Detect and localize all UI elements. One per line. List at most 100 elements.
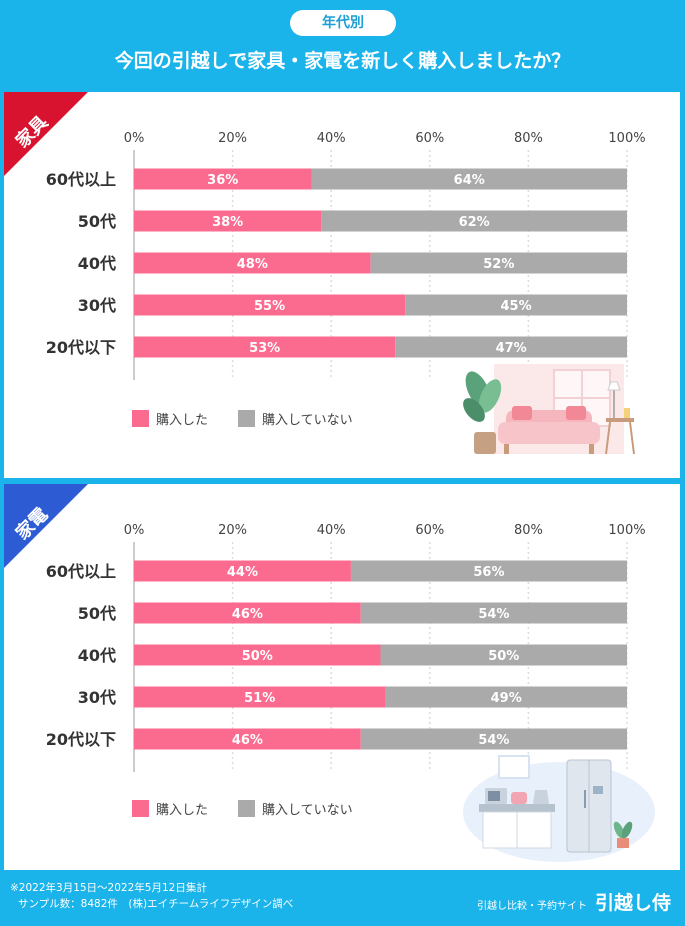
appliance-legend: 購入した 購入していない bbox=[132, 798, 383, 818]
bar-label-bought: 46% bbox=[232, 733, 263, 748]
bar-label-not-bought: 50% bbox=[488, 649, 519, 664]
bar-not-bought bbox=[360, 602, 627, 624]
bar-label-bought: 38% bbox=[212, 215, 243, 230]
bar-bought bbox=[134, 560, 351, 582]
refrigerator-icon bbox=[566, 759, 612, 853]
furniture-chart: 0% 20% 40% 60% 80% 100% 60代以上 36% 64% 50代 38% 62% 40… bbox=[46, 131, 646, 380]
bar-bought bbox=[134, 644, 381, 666]
bar-label-not-bought: 62% bbox=[459, 215, 490, 230]
bar-not-bought bbox=[321, 210, 627, 232]
brand-logo: 引越し侍 bbox=[594, 892, 671, 914]
bar-bought bbox=[134, 252, 371, 274]
bar-label-bought: 48% bbox=[237, 257, 268, 272]
sofa-room-illustration bbox=[463, 364, 635, 455]
bar-label-bought: 55% bbox=[254, 299, 285, 314]
bar-not-bought bbox=[311, 168, 627, 190]
x-tick-label: 100% bbox=[608, 131, 645, 146]
legend-swatch-bought bbox=[132, 799, 149, 817]
bar-bought bbox=[134, 336, 396, 358]
bar-label-not-bought: 45% bbox=[501, 299, 532, 314]
bar-label-bought: 44% bbox=[227, 565, 258, 580]
bar-not-bought bbox=[370, 252, 627, 274]
small-plant-icon bbox=[613, 821, 633, 848]
legend-item-not-bought: 購入していない bbox=[238, 799, 353, 818]
appliance-corner-ribbon bbox=[4, 484, 88, 568]
category-label: 50代 bbox=[78, 212, 116, 231]
legend-label-not-bought: 購入していない bbox=[262, 412, 353, 428]
bar-not-bought bbox=[385, 686, 627, 708]
toaster-icon bbox=[511, 792, 527, 804]
legend-item-bought: 購入した bbox=[132, 409, 208, 428]
x-tick-label: 40% bbox=[317, 131, 346, 146]
category-label: 40代 bbox=[78, 646, 116, 665]
x-tick-label: 20% bbox=[218, 131, 247, 146]
x-tick-label: 0% bbox=[124, 523, 145, 538]
legend-item-not-bought: 購入していない bbox=[238, 409, 353, 428]
bar-bought bbox=[134, 168, 312, 190]
category-badge: 年代別 bbox=[290, 10, 396, 36]
category-label: 60代以上 bbox=[46, 562, 116, 581]
bar-not-bought bbox=[380, 644, 627, 666]
page-title: 今回の引越しで家具・家電を新しく購入しましたか？ bbox=[114, 50, 571, 72]
category-label: 30代 bbox=[78, 296, 116, 315]
bar-not-bought bbox=[360, 728, 627, 750]
kettle-icon bbox=[533, 790, 549, 804]
bar-not-bought bbox=[405, 294, 627, 316]
category-label: 60代以上 bbox=[46, 170, 116, 189]
survey-footnote: ※2022年3月15日〜2022年5月12日集計 サンプル数：8482件 (株)… bbox=[10, 880, 293, 912]
bar-label-bought: 50% bbox=[242, 649, 273, 664]
survey-period: ※2022年3月15日〜2022年5月12日集計 bbox=[10, 882, 207, 894]
legend-swatch-not-bought bbox=[238, 409, 256, 427]
bar-bought bbox=[134, 210, 322, 232]
bar-label-bought: 51% bbox=[244, 691, 275, 706]
kitchen-illustration bbox=[463, 755, 655, 862]
bar-not-bought bbox=[395, 336, 627, 358]
x-tick-label: 80% bbox=[514, 523, 543, 538]
bar-label-bought: 53% bbox=[249, 341, 280, 356]
legend-label-not-bought: 購入していない bbox=[262, 802, 353, 818]
category-label: 40代 bbox=[78, 254, 116, 273]
brand-footer: 引越し比較・予約サイト 引越し侍 bbox=[477, 888, 671, 915]
sofa-icon bbox=[498, 406, 600, 454]
legend-swatch-bought bbox=[132, 409, 149, 427]
furniture-legend: 購入した 購入していない bbox=[132, 408, 383, 428]
bar-bought bbox=[134, 728, 361, 750]
category-label: 50代 bbox=[78, 604, 116, 623]
brand-subtitle: 引越し比較・予約サイト bbox=[476, 901, 587, 912]
furniture-panel: 家具 0% 20% 40% 60% 80% 100% 60代以上 36% 64% 50代 38% 62… bbox=[4, 92, 680, 478]
bar-label-bought: 46% bbox=[232, 607, 263, 622]
bar-label-not-bought: 54% bbox=[478, 733, 509, 748]
bar-label-not-bought: 52% bbox=[483, 257, 514, 272]
x-tick-label: 60% bbox=[415, 131, 444, 146]
kitchen-counter-icon bbox=[479, 804, 555, 849]
legend-swatch-not-bought bbox=[238, 799, 256, 817]
x-tick-label: 80% bbox=[514, 131, 543, 146]
bar-bought bbox=[134, 686, 386, 708]
bar-bought bbox=[134, 602, 361, 624]
bar-bought bbox=[134, 294, 406, 316]
x-tick-label: 40% bbox=[317, 523, 346, 538]
x-tick-label: 60% bbox=[415, 523, 444, 538]
x-tick-label: 20% bbox=[218, 523, 247, 538]
bar-label-not-bought: 47% bbox=[496, 341, 527, 356]
bar-label-not-bought: 64% bbox=[454, 173, 485, 188]
appliance-chart: 0% 20% 40% 60% 80% 100% 60代以上 44% 56% 50代 46% 54% 40… bbox=[46, 523, 646, 772]
appliance-panel: 家電 0% 20% 40% 60% 80% 100% 60代以上 44% 56% 50代 46% 54… bbox=[4, 484, 680, 870]
bar-label-bought: 36% bbox=[207, 173, 238, 188]
furniture-corner-ribbon bbox=[4, 92, 88, 176]
legend-item-bought: 購入した bbox=[132, 799, 208, 818]
x-tick-label: 100% bbox=[608, 523, 645, 538]
x-tick-label: 0% bbox=[124, 131, 145, 146]
legend-label-bought: 購入した bbox=[156, 802, 209, 818]
bar-label-not-bought: 56% bbox=[473, 565, 504, 580]
plant-icon bbox=[463, 371, 502, 454]
bar-not-bought bbox=[350, 560, 627, 582]
microwave-icon bbox=[485, 788, 507, 804]
bar-label-not-bought: 49% bbox=[491, 691, 522, 706]
shelf-window-icon bbox=[498, 755, 530, 779]
legend-label-bought: 購入した bbox=[156, 412, 209, 428]
survey-sample: サンプル数：8482件 (株)エイチームライフデザイン調べ bbox=[18, 898, 294, 910]
side-table-icon bbox=[605, 381, 635, 455]
category-label: 30代 bbox=[78, 688, 116, 707]
bar-label-not-bought: 54% bbox=[478, 607, 509, 622]
